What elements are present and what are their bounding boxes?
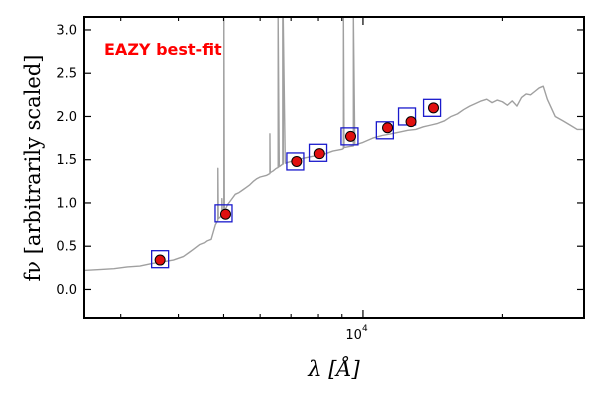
model-spectrum-line	[84, 17, 584, 272]
y-tick-label: 2.0	[56, 110, 77, 125]
observed-point	[313, 148, 325, 160]
y-tick-label: 3.0	[56, 23, 77, 38]
observed-point	[344, 130, 356, 142]
plot-frame	[83, 16, 585, 319]
observed-point	[428, 102, 440, 114]
model-photometry-box	[214, 204, 233, 223]
y-tick-label: 2.5	[56, 67, 77, 82]
x-tick-label-base: 10	[345, 328, 362, 343]
x-axis-label: λ [Å]	[307, 356, 360, 381]
model-photometry-box	[422, 98, 442, 117]
y-tick-label: 1.0	[56, 196, 77, 211]
model-photometry-box	[150, 250, 170, 269]
y-tick-label: 1.5	[56, 153, 77, 168]
y-tick-label: 0.5	[56, 240, 77, 255]
observed-point	[291, 155, 303, 167]
model-photometry-box	[286, 152, 305, 171]
observed-point	[154, 254, 166, 266]
observed-point	[219, 208, 231, 220]
model-photometry-box	[375, 121, 394, 140]
model-photometry-box	[308, 143, 328, 162]
y-axis-label: fν [arbitrarily scaled]	[21, 55, 45, 282]
annotation-eazy-best-fit: EAZY best-fit	[104, 40, 222, 59]
observed-point	[405, 116, 417, 128]
observed-point	[382, 122, 394, 134]
model-photometry-box	[340, 127, 359, 146]
x-tick-label-exponent: 4	[362, 324, 368, 334]
plot-content	[84, 17, 584, 272]
axes: 0.0 0.5 1.0 1.5 2.0 2.5 3.0 10 4	[56, 16, 585, 343]
plot-area	[84, 17, 584, 272]
y-tick-label: 0.0	[56, 283, 77, 298]
